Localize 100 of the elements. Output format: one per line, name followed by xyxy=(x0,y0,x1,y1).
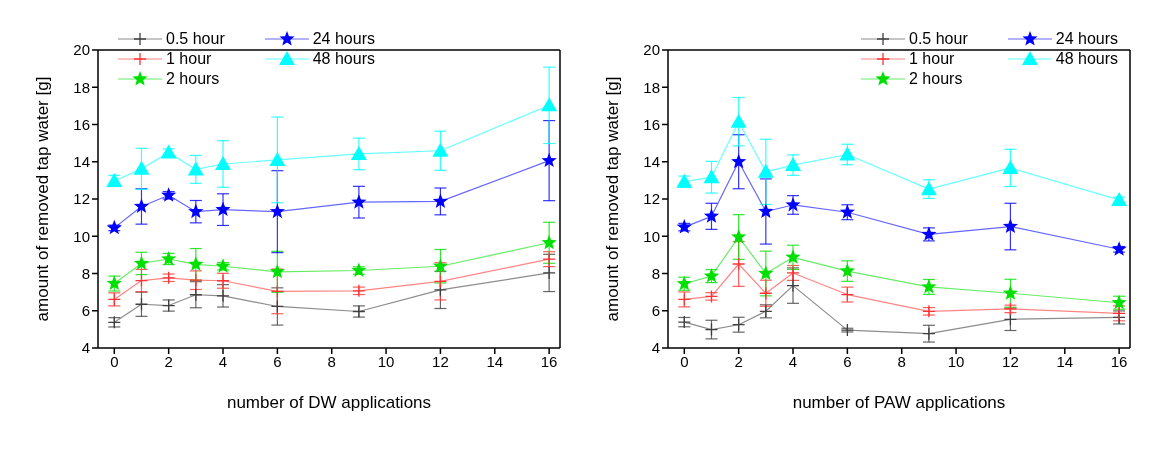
legend-label: 0.5 hour xyxy=(166,30,225,48)
legend-label: 48 hours xyxy=(1055,50,1118,68)
point xyxy=(160,144,177,159)
point xyxy=(757,163,774,178)
point xyxy=(731,153,747,169)
point xyxy=(541,152,557,168)
x-tick-label: 0 xyxy=(680,352,689,370)
point xyxy=(433,274,448,288)
y-tick-label: 6 xyxy=(651,302,660,320)
point xyxy=(541,234,557,250)
point xyxy=(350,145,367,160)
x-tick-label: 8 xyxy=(897,352,906,370)
legend-label: 2 hours xyxy=(909,70,963,88)
legend-label: 1 hour xyxy=(166,50,212,68)
point xyxy=(840,323,855,337)
y-axis-title: amount of removed tap water [g] xyxy=(33,76,53,322)
x-tick-label: 16 xyxy=(1110,352,1128,370)
x-tick-label: 14 xyxy=(486,352,504,370)
point xyxy=(785,249,801,264)
y-tick-label: 12 xyxy=(643,190,660,208)
point xyxy=(216,289,230,303)
y-tick-label: 6 xyxy=(81,302,90,320)
point xyxy=(1003,312,1018,326)
point xyxy=(1111,191,1128,206)
point xyxy=(189,273,203,287)
point xyxy=(1111,241,1127,256)
x-tick-label: 6 xyxy=(273,352,282,370)
point xyxy=(541,97,558,112)
point xyxy=(106,219,122,235)
point xyxy=(732,257,746,271)
point xyxy=(920,181,937,196)
point xyxy=(134,273,149,288)
point xyxy=(839,146,856,161)
point xyxy=(1002,285,1019,300)
y-tick-label: 8 xyxy=(81,264,90,282)
point xyxy=(188,203,204,219)
y-tick-label: 18 xyxy=(643,78,660,96)
y-tick-label: 4 xyxy=(81,339,90,357)
y-tick-label: 16 xyxy=(73,115,90,133)
y-tick-label: 12 xyxy=(73,190,90,208)
y-tick-label: 14 xyxy=(643,153,660,171)
point xyxy=(730,113,747,128)
point xyxy=(786,278,800,293)
point xyxy=(215,201,231,217)
y-tick-label: 10 xyxy=(73,227,90,245)
x-axis-title: number of DW applications xyxy=(226,393,432,412)
x-tick-label: 8 xyxy=(327,352,336,370)
x-tick-label: 4 xyxy=(218,352,228,370)
point xyxy=(188,256,204,271)
point xyxy=(269,151,286,166)
point xyxy=(1002,218,1019,234)
x-axis-title: number of PAW applications xyxy=(792,393,1006,412)
point xyxy=(758,265,774,280)
legend-label: 0.5 hour xyxy=(909,30,968,48)
point xyxy=(270,284,285,299)
point xyxy=(432,142,449,157)
legend-label: 1 hour xyxy=(909,50,955,68)
y-tick-label: 18 xyxy=(73,78,90,96)
point xyxy=(1002,159,1019,174)
legend-label: 2 hours xyxy=(166,70,220,88)
y-tick-label: 14 xyxy=(73,153,90,171)
point xyxy=(758,203,774,218)
legend-label: 24 hours xyxy=(312,30,375,48)
point xyxy=(542,266,556,280)
y-tick-label: 20 xyxy=(73,41,90,59)
point xyxy=(270,299,285,314)
point xyxy=(187,161,204,176)
y-tick-label: 4 xyxy=(651,339,660,357)
legend-label: 48 hours xyxy=(312,50,375,68)
point xyxy=(839,263,855,278)
point xyxy=(703,169,720,184)
y-tick-label: 8 xyxy=(651,264,660,282)
point xyxy=(133,198,150,213)
point xyxy=(269,263,285,279)
point xyxy=(351,262,367,277)
point xyxy=(134,297,149,311)
legend-label: 24 hours xyxy=(1055,30,1118,48)
y-tick-label: 10 xyxy=(643,227,660,245)
x-tick-label: 4 xyxy=(788,352,798,370)
y-tick-label: 16 xyxy=(643,115,660,133)
point xyxy=(269,203,285,219)
point xyxy=(759,286,773,300)
point xyxy=(432,258,449,273)
x-tick-label: 2 xyxy=(734,352,743,370)
x-tick-label: 12 xyxy=(432,352,449,370)
point xyxy=(731,228,747,244)
x-tick-label: 10 xyxy=(377,352,395,370)
x-tick-label: 10 xyxy=(947,352,965,370)
point xyxy=(351,194,367,209)
point xyxy=(133,255,150,270)
point xyxy=(215,155,232,170)
x-tick-label: 16 xyxy=(540,352,558,370)
x-tick-label: 12 xyxy=(1002,352,1019,370)
point xyxy=(785,157,802,172)
point xyxy=(189,288,203,302)
y-axis-title: amount of removed tap water [g] xyxy=(603,76,623,322)
x-tick-label: 0 xyxy=(110,352,119,370)
point xyxy=(703,208,720,223)
x-tick-label: 6 xyxy=(843,352,852,370)
y-tick-label: 20 xyxy=(643,41,660,59)
